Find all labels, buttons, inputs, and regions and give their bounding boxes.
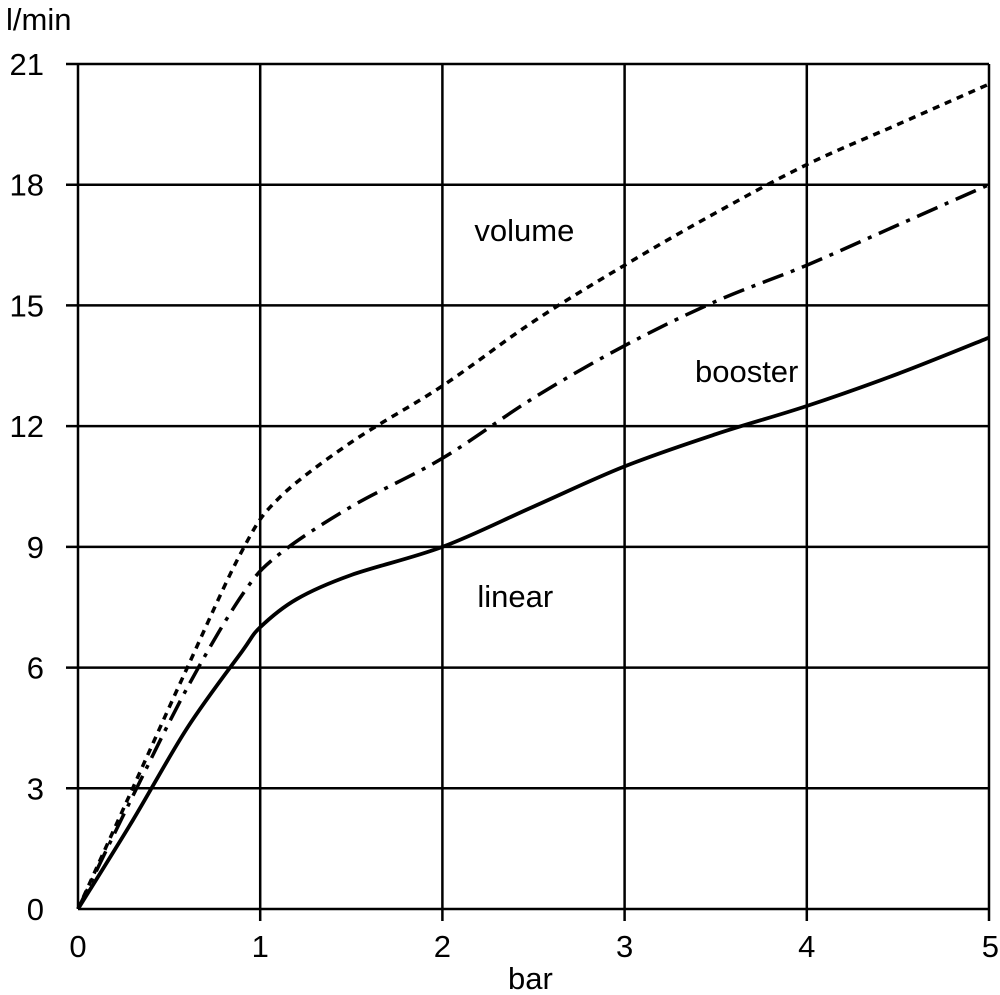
horizontal-gridlines xyxy=(66,62,989,790)
y-tick-label-0: 0 xyxy=(27,892,44,927)
y-axis-label: l/min xyxy=(6,2,71,37)
y-tick-label-21: 21 xyxy=(10,47,44,82)
curve-label-linear: linear xyxy=(477,579,553,614)
series-volume-line xyxy=(76,82,990,910)
curve-labels: volume booster linear xyxy=(474,213,798,614)
x-tick-label-4: 4 xyxy=(798,929,815,964)
y-tick-label-15: 15 xyxy=(10,288,44,323)
x-tick-label-5: 5 xyxy=(982,929,999,964)
y-tick-label-3: 3 xyxy=(27,771,44,806)
curve-label-volume: volume xyxy=(474,213,574,248)
x-tick-label-0: 0 xyxy=(69,929,86,964)
x-axis-label: bar xyxy=(508,961,553,995)
y-tick-label-6: 6 xyxy=(27,651,44,686)
x-tick-labels: 0 1 2 3 4 5 xyxy=(69,929,999,964)
series-linear-line xyxy=(76,335,990,910)
vertical-gridlines xyxy=(258,64,991,921)
y-tick-label-18: 18 xyxy=(10,168,44,203)
axes xyxy=(76,64,989,911)
y-tick-labels: 0 3 6 9 12 15 18 21 xyxy=(10,47,44,927)
x-tick-label-1: 1 xyxy=(252,929,269,964)
y-tick-label-9: 9 xyxy=(27,530,44,565)
curves xyxy=(76,82,990,910)
x-tick-label-3: 3 xyxy=(616,929,633,964)
x-tick-label-2: 2 xyxy=(434,929,451,964)
series-booster-line xyxy=(76,183,990,910)
curve-label-booster: booster xyxy=(695,354,798,389)
y-tick-label-12: 12 xyxy=(10,409,44,444)
